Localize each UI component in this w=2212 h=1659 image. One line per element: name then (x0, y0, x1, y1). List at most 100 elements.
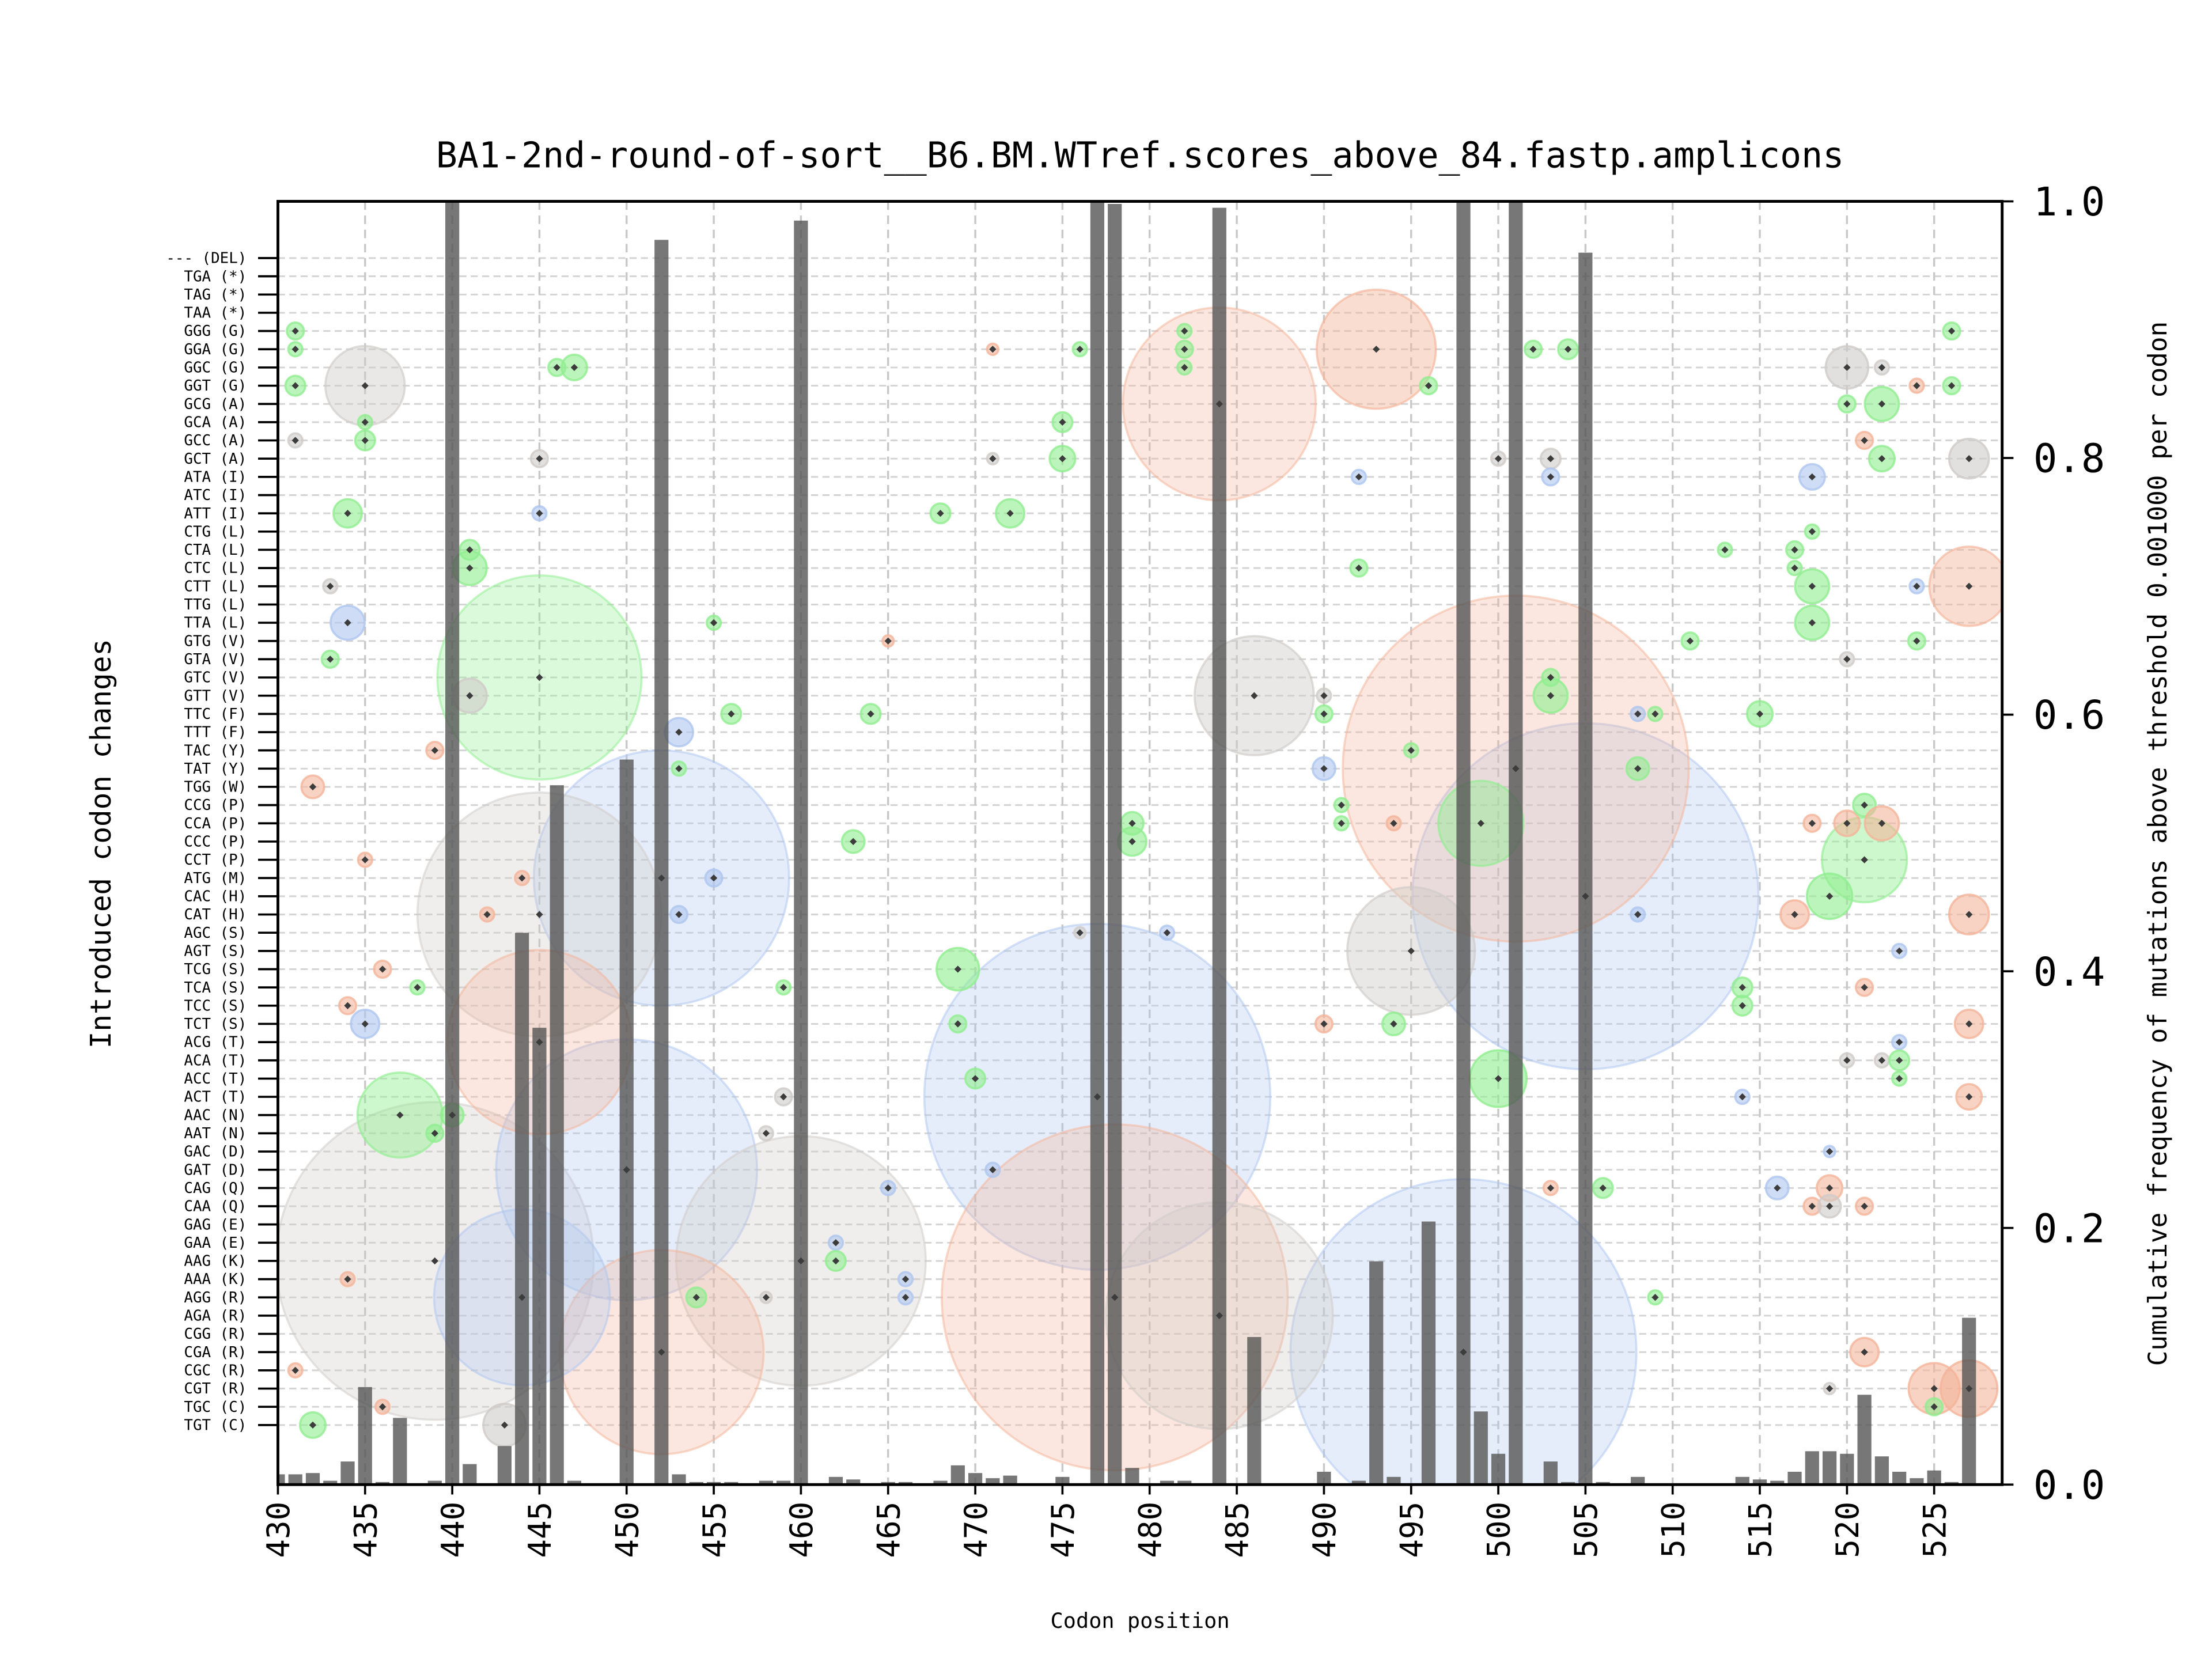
bubble-marker (710, 874, 718, 882)
x-axis-ticks: 430 435 440 445 450 455 460 465 470 475 480 485 490 4… (260, 1484, 1953, 1558)
bubble-marker (1825, 1202, 1834, 1210)
frequency-bar (1160, 1480, 1175, 1485)
frequency-bar (1212, 207, 1226, 1485)
bubble-marker (1006, 510, 1014, 517)
codon-tick-label: ATG (M) (184, 870, 247, 887)
bubble-marker (1128, 838, 1136, 846)
codon-tick-label: GGA (G) (184, 341, 247, 358)
bubble-marker (1843, 1056, 1851, 1064)
bubble-marker (1407, 947, 1415, 955)
bubble-marker (1494, 455, 1502, 463)
bubble-marker (1634, 765, 1642, 772)
codon-tick-label: TAG (*) (184, 286, 247, 304)
bubble-marker (1913, 382, 1921, 389)
frequency-bar (1421, 1221, 1436, 1485)
bubble-marker (1128, 820, 1136, 827)
codon-tick-label: TAA (*) (184, 305, 247, 322)
codon-tick-label: CAG (Q) (184, 1180, 247, 1197)
codon-tick-label: AGA (R) (184, 1308, 247, 1325)
frequency-bar (759, 1480, 773, 1485)
left-axis-ticks: --- (DEL)TGA (*)TAG (*)TAA (*)GGG (G)GGA… (166, 250, 278, 1434)
bubble-marker (536, 455, 543, 463)
codon-tick-label: GGG (G) (184, 323, 247, 340)
bubble-marker (1895, 1075, 1903, 1082)
bubble-marker (553, 363, 560, 372)
bubble-marker (536, 510, 543, 517)
bubble-marker (1738, 984, 1746, 991)
bubble-marker (692, 1294, 700, 1301)
bubble-marker (361, 856, 369, 863)
frequency-bar (1962, 1317, 1976, 1485)
bubble-marker (1861, 1202, 1868, 1210)
codon-tick-label: TTA (L) (184, 615, 247, 632)
codon-tick-label: TCT (S) (184, 1016, 247, 1033)
bubble-marker (431, 747, 439, 754)
bubble-marker (1948, 382, 1956, 389)
x-tick-label: 460 (783, 1502, 820, 1558)
bubble-marker (378, 1403, 387, 1411)
bubble-marker (1460, 1349, 1467, 1356)
x-tick-label: 455 (696, 1502, 733, 1558)
bubble-marker (1808, 528, 1816, 535)
bubble-marker (1808, 1202, 1816, 1210)
codon-tick-label: ACG (T) (184, 1034, 247, 1051)
frequency-bar (463, 1464, 477, 1485)
codon-tick-label: GTG (V) (184, 632, 247, 650)
codon-tick-label: GAA (E) (184, 1234, 247, 1252)
bubble-marker (536, 1038, 543, 1046)
bubble-marker (1738, 1093, 1746, 1101)
bubble-marker (1861, 1349, 1868, 1356)
codon-tick-label: CCG (P) (184, 797, 247, 814)
codon-tick-label: CCA (P) (184, 815, 247, 832)
frequency-bar (1387, 1476, 1401, 1485)
codon-tick-label: CAA (Q) (184, 1198, 247, 1215)
frequency-bar (278, 1474, 285, 1485)
bubble-marker (658, 874, 665, 882)
x-tick-label: 525 (1916, 1502, 1953, 1558)
codon-tick-label: CTT (L) (184, 578, 247, 595)
bubble-marker (1965, 1093, 1973, 1101)
frequency-bar (1787, 1471, 1802, 1485)
codon-tick-label: ATT (I) (184, 505, 247, 522)
bubble-marker (954, 1020, 961, 1028)
codon-tick-label: GGT (G) (184, 377, 247, 395)
codon-tick-label: CGG (R) (184, 1325, 247, 1343)
frequency-bar (1055, 1476, 1070, 1485)
bubble-marker (779, 1093, 787, 1101)
codon-tick-label: TGG (W) (184, 779, 247, 796)
codon-tick-label: TGC (C) (184, 1399, 247, 1416)
x-tick-label: 490 (1306, 1502, 1343, 1558)
x-tick-label: 470 (958, 1502, 994, 1558)
right-tick-label: 1.0 (2033, 179, 2105, 225)
bubble-marker (1965, 1020, 1973, 1028)
frequency-bar (1631, 1476, 1645, 1485)
bubble-marker (1390, 820, 1397, 827)
codon-tick-label: TTC (F) (184, 706, 247, 723)
x-tick-label: 510 (1655, 1502, 1691, 1558)
x-tick-label: 505 (1568, 1502, 1604, 1558)
bubble-marker (431, 1130, 439, 1137)
codon-tick-label: CGC (R) (184, 1362, 247, 1379)
bubble-marker (1965, 911, 1973, 918)
bubble-marker (361, 418, 369, 426)
bubble-marker (954, 965, 961, 973)
frequency-bar (497, 1446, 512, 1485)
frequency-bar (1003, 1475, 1017, 1485)
codon-tick-label: TCA (S) (184, 979, 247, 997)
codon-tick-label: GGC (G) (184, 359, 247, 377)
bubble-marker (1791, 564, 1798, 572)
codon-tick-label: ATC (I) (184, 487, 247, 504)
bubble-marker (536, 911, 543, 918)
codon-tick-label: --- (DEL) (166, 250, 247, 267)
bubble-marker (1093, 1093, 1101, 1101)
bubble-marker (536, 673, 543, 681)
bubble-marker (1825, 1147, 1834, 1156)
x-tick-label: 485 (1219, 1502, 1256, 1558)
x-tick-label: 480 (1132, 1502, 1168, 1558)
bubble-marker (1547, 473, 1554, 480)
bubble-marker (850, 838, 857, 846)
bubble-marker (1895, 1038, 1903, 1046)
codon-tick-label: CGA (R) (184, 1344, 247, 1361)
bubble-marker (1930, 1403, 1938, 1411)
frequency-bar (393, 1418, 407, 1485)
